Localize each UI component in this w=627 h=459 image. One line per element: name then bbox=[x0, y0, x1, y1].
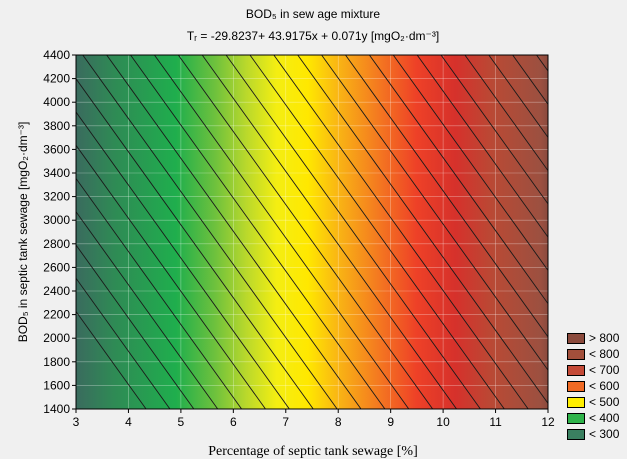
contour-line bbox=[249, 55, 505, 409]
legend-item: < 600 bbox=[567, 378, 623, 394]
legend-label: < 500 bbox=[589, 395, 620, 409]
legend-item: < 800 bbox=[567, 346, 623, 362]
contour-line bbox=[153, 55, 410, 409]
x-tick-label: 12 bbox=[541, 415, 555, 429]
contour-line bbox=[76, 177, 243, 409]
contour-line bbox=[76, 244, 195, 409]
contour-line bbox=[297, 55, 548, 405]
legend-label: < 600 bbox=[589, 379, 620, 393]
legend-swatch bbox=[567, 380, 585, 392]
legend-swatch bbox=[567, 364, 585, 376]
legend-label: > 800 bbox=[589, 331, 620, 345]
contour-line bbox=[225, 55, 481, 409]
legend-item: > 800 bbox=[567, 330, 623, 346]
y-tick-label: 2400 bbox=[43, 284, 70, 298]
legend-label: < 800 bbox=[589, 347, 620, 361]
contour-line bbox=[76, 78, 314, 409]
contour-line bbox=[106, 55, 362, 409]
x-tick-label: 11 bbox=[489, 415, 502, 429]
plot-area bbox=[76, 55, 548, 409]
y-tick-label: 3200 bbox=[43, 190, 70, 204]
y-tick-label: 3600 bbox=[43, 142, 70, 156]
x-tick-label: 9 bbox=[387, 415, 394, 429]
legend-swatch bbox=[567, 348, 585, 360]
contour-line bbox=[368, 55, 548, 305]
x-axis: 3 4 5 6 7 8 9 10 11 12 bbox=[73, 409, 555, 429]
legend-item: < 700 bbox=[567, 362, 623, 378]
contour-line bbox=[344, 55, 548, 338]
x-tick-label: 10 bbox=[436, 415, 450, 429]
y-tick-label: 2800 bbox=[43, 237, 70, 251]
x-tick-label: 5 bbox=[178, 415, 185, 429]
legend-item: < 400 bbox=[567, 410, 623, 426]
contour-line bbox=[392, 55, 548, 272]
y-tick-label: 3800 bbox=[43, 119, 70, 133]
y-tick-label: 2200 bbox=[43, 308, 70, 322]
y-tick-label: 1600 bbox=[43, 378, 70, 392]
legend-swatch bbox=[567, 412, 585, 424]
contour-line bbox=[321, 55, 548, 371]
contour-line bbox=[76, 144, 267, 409]
contour-line bbox=[177, 55, 434, 409]
legend-item: < 500 bbox=[567, 394, 623, 410]
contour-line bbox=[488, 55, 548, 139]
y-tick-label: 3400 bbox=[43, 166, 70, 180]
contour-line bbox=[82, 55, 338, 409]
x-tick-label: 8 bbox=[335, 415, 342, 429]
contour-line bbox=[440, 55, 548, 205]
legend-swatch bbox=[567, 332, 585, 344]
contour-line bbox=[76, 310, 147, 409]
contour-line bbox=[512, 55, 548, 105]
legend-swatch bbox=[567, 396, 585, 408]
legend-swatch bbox=[567, 428, 585, 440]
y-tick-label: 2600 bbox=[43, 260, 70, 274]
contour-line bbox=[76, 277, 171, 409]
y-tick-label: 1800 bbox=[43, 355, 70, 369]
chart-title: BOD₅ in sew age mixture bbox=[246, 7, 381, 21]
contour-lines bbox=[76, 55, 548, 409]
legend: > 800 < 800 < 700 < 600 < 500 < 400 < 300 bbox=[567, 330, 623, 442]
contour-line bbox=[273, 55, 529, 409]
legend-label: < 700 bbox=[589, 363, 620, 377]
contour-line bbox=[464, 55, 548, 172]
x-tick-label: 4 bbox=[125, 415, 132, 429]
legend-label: < 400 bbox=[589, 411, 620, 425]
x-axis-label: Percentage of septic tank sewage [%] bbox=[208, 444, 418, 459]
x-tick-label: 6 bbox=[230, 415, 237, 429]
y-tick-label: 4200 bbox=[43, 72, 70, 86]
contour-line bbox=[76, 211, 219, 409]
x-tick-label: 3 bbox=[73, 415, 80, 429]
legend-label: < 300 bbox=[589, 427, 620, 441]
y-axis-label: BOD₅ in septic tank sewage [mgO₂·dm⁻³] bbox=[16, 122, 30, 343]
chart-subtitle: Tᵣ = -29.8237+ 43.9175x + 0.071y [mgO₂·d… bbox=[187, 29, 439, 43]
y-tick-label: 3000 bbox=[43, 213, 70, 227]
y-tick-label: 4400 bbox=[43, 48, 70, 62]
contour-line bbox=[201, 55, 458, 409]
contour-line bbox=[129, 55, 386, 409]
legend-item: < 300 bbox=[567, 426, 623, 442]
grid-lines bbox=[76, 55, 548, 409]
contour-line bbox=[416, 55, 548, 238]
y-axis: 1400 1600 1800 2000 2200 2400 2600 2800 3000 3200… bbox=[43, 48, 76, 416]
y-tick-label: 1400 bbox=[43, 402, 70, 416]
contour-line bbox=[76, 111, 290, 409]
plot-border bbox=[75, 54, 549, 410]
y-tick-label: 4000 bbox=[43, 95, 70, 109]
y-tick-label: 2000 bbox=[43, 331, 70, 345]
x-tick-label: 7 bbox=[282, 415, 289, 429]
